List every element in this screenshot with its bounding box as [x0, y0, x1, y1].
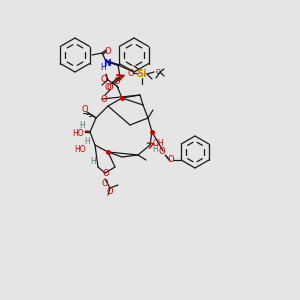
Text: N: N [103, 59, 111, 68]
Text: H: H [79, 122, 85, 130]
Text: O: O [101, 76, 107, 85]
Text: OH: OH [152, 139, 164, 148]
Text: H: H [90, 158, 96, 166]
Text: O: O [107, 188, 113, 196]
Polygon shape [106, 61, 119, 65]
Text: O: O [103, 169, 109, 178]
Text: O: O [101, 94, 107, 103]
Text: H: H [84, 136, 90, 146]
Text: O: O [105, 47, 111, 56]
Text: HO: HO [72, 130, 84, 139]
Text: O: O [107, 82, 113, 91]
Text: O: O [159, 148, 166, 157]
Text: O: O [102, 178, 108, 188]
Text: Si: Si [137, 69, 147, 79]
Polygon shape [85, 131, 90, 133]
Text: O: O [82, 104, 88, 113]
Text: H: H [152, 146, 158, 154]
Text: H: H [100, 62, 106, 71]
Text: C: C [156, 69, 161, 75]
Text: O: O [168, 155, 175, 164]
Text: O: O [114, 76, 120, 85]
Text: O: O [105, 82, 111, 91]
Text: O: O [128, 68, 134, 77]
Text: HO: HO [74, 146, 86, 154]
